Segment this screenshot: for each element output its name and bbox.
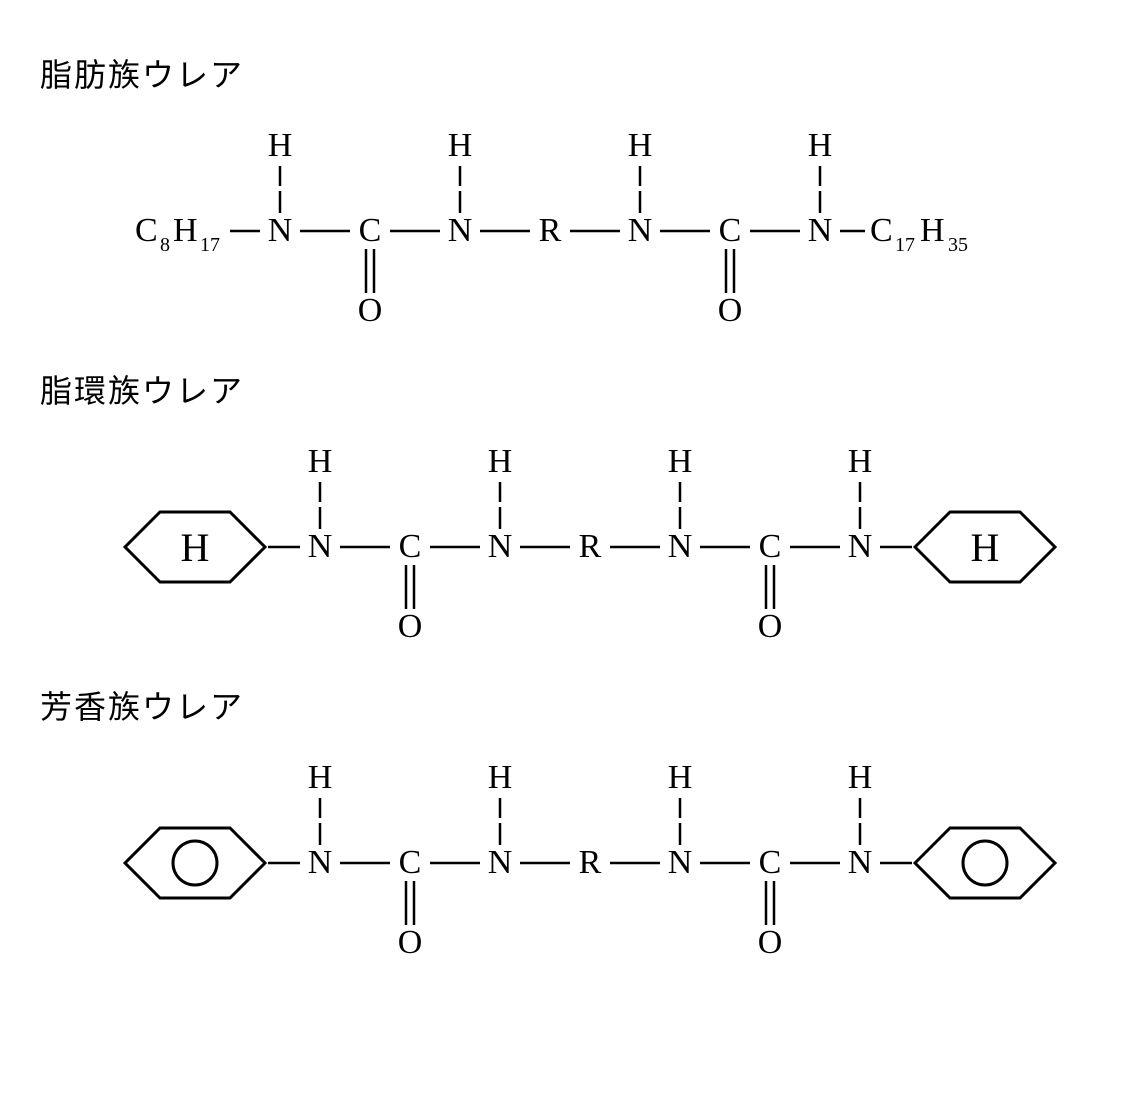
atom-N: N [268, 212, 293, 249]
hex-label: H [181, 525, 210, 570]
atom-H: H [488, 443, 513, 480]
atom-C: C [135, 212, 158, 249]
atom-H: H [668, 759, 693, 796]
atom-N: N [488, 528, 513, 565]
benzene-right-icon [915, 828, 1055, 898]
atom-H: H [308, 759, 333, 796]
hexagon-left-icon: H [125, 512, 265, 582]
atom-O: O [758, 924, 783, 961]
atom-N: N [668, 844, 693, 881]
structure-aliphatic: C 8 H 17 N C N R N C N C 17 H 35 H H H H… [70, 111, 1085, 336]
sub: 17 [200, 234, 220, 256]
atom-N: N [488, 844, 513, 881]
atom-N: N [808, 212, 833, 249]
atom-N: N [628, 212, 653, 249]
atom-H: H [808, 127, 833, 164]
atom-R: R [579, 844, 602, 881]
atom-H: H [448, 127, 473, 164]
structure-alicyclic: N C N R N C N H H H H O O H H [70, 427, 1085, 652]
sub: 8 [160, 234, 170, 256]
structure-aromatic: N C N R N C N H H H H O O [70, 743, 1085, 968]
atom-O: O [718, 292, 743, 329]
atom-H: H [268, 127, 293, 164]
atom-C: C [399, 844, 422, 881]
atom-N: N [308, 844, 333, 881]
atom-N: N [448, 212, 473, 249]
section-title-3: 芳香族ウレア [40, 682, 1085, 728]
section-title-1: 脂肪族ウレア [40, 50, 1085, 96]
benzene-left-icon [125, 828, 265, 898]
atom-O: O [398, 608, 423, 645]
atom-N: N [308, 528, 333, 565]
atom-H: H [848, 443, 873, 480]
hex-label: H [971, 525, 1000, 570]
atom-O: O [758, 608, 783, 645]
atom-H: H [308, 443, 333, 480]
atom-C: C [870, 212, 893, 249]
atom-C: C [399, 528, 422, 565]
atom-N: N [848, 844, 873, 881]
atom-H: H [488, 759, 513, 796]
atom-R: R [539, 212, 562, 249]
atom-N: N [848, 528, 873, 565]
atom-H: H [173, 212, 198, 249]
atom-H: H [848, 759, 873, 796]
atom-C: C [719, 212, 742, 249]
atom-H: H [668, 443, 693, 480]
atom-C: C [359, 212, 382, 249]
atom-C: C [759, 528, 782, 565]
atom-H: H [920, 212, 945, 249]
atom-O: O [358, 292, 383, 329]
atom-O: O [398, 924, 423, 961]
section-title-2: 脂環族ウレア [40, 366, 1085, 412]
sub: 35 [948, 234, 968, 256]
atom-C: C [759, 844, 782, 881]
sub: 17 [895, 234, 915, 256]
atom-H: H [628, 127, 653, 164]
atom-R: R [579, 528, 602, 565]
atom-N: N [668, 528, 693, 565]
hexagon-right-icon: H [915, 512, 1055, 582]
